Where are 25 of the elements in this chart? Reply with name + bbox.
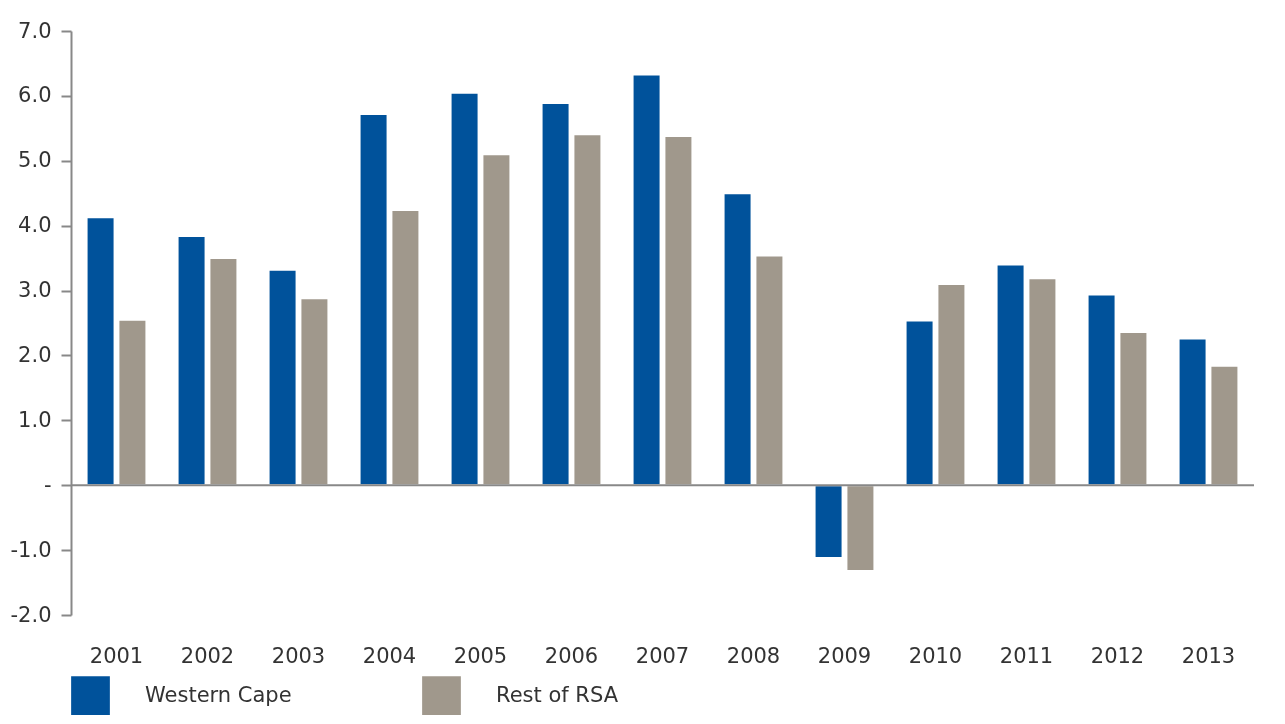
x-tick-label: 2007	[635, 643, 690, 668]
x-tick-label: 2006	[544, 643, 599, 668]
y-tick-label: 7.0	[18, 18, 52, 43]
y-tick-label: 4.0	[18, 213, 52, 238]
x-tick-label: 2009	[817, 643, 872, 668]
x-tick-label: 2011	[999, 643, 1054, 668]
y-tick-label: 1.0	[18, 407, 52, 432]
y-tick-label: 3.0	[18, 278, 52, 303]
x-tick-label: 2001	[89, 643, 144, 668]
legend-label: Western Cape	[145, 682, 292, 707]
x-tick-label: 2002	[180, 643, 235, 668]
y-tick-label: -	[43, 472, 52, 497]
x-tick-label: 2010	[908, 643, 963, 668]
x-tick-label: 2004	[362, 643, 417, 668]
x-tick-label: 2008	[726, 643, 781, 668]
x-tick-label: 2013	[1181, 643, 1236, 668]
x-tick-label: 2005	[453, 643, 508, 668]
x-tick-label: 2003	[271, 643, 326, 668]
y-tick-label: 6.0	[18, 83, 52, 108]
y-tick-label: 5.0	[18, 148, 52, 173]
y-tick-label: 2.0	[18, 342, 52, 367]
y-tick-label: -1.0	[10, 537, 52, 562]
legend-label: Rest of RSA	[496, 682, 619, 707]
x-tick-label: 2012	[1090, 643, 1145, 668]
y-tick-label: -2.0	[10, 602, 52, 627]
